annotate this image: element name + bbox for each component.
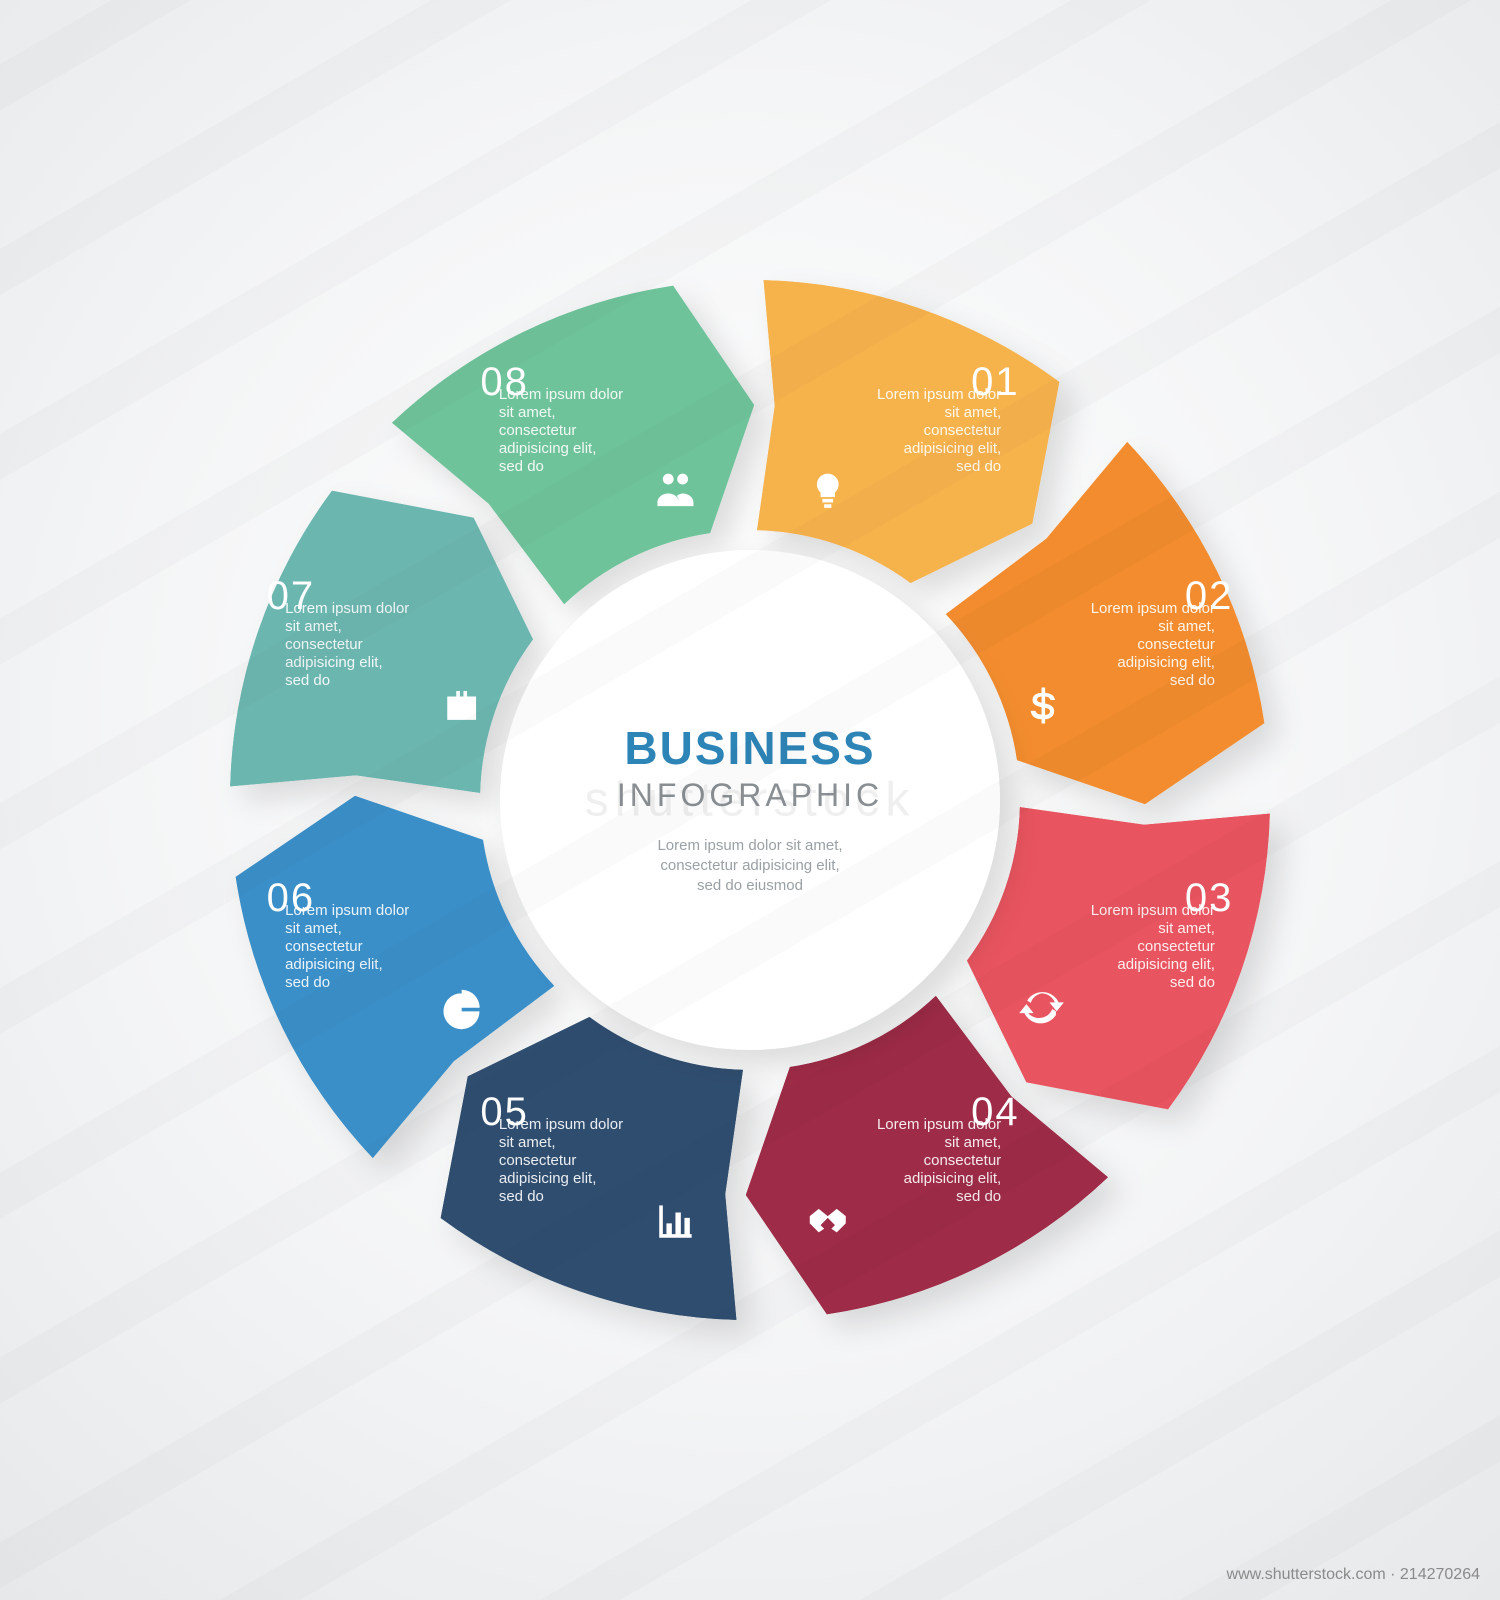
segment-body-line: Lorem ipsum dolor <box>1091 600 1215 617</box>
segment-body-line: sit amet, <box>944 404 1001 421</box>
watermark-image-id: 214270264 <box>1400 1566 1480 1583</box>
segment-body-line: adipisicing elit, <box>904 440 1002 457</box>
center-body-line2: consectetur adipisicing elit, <box>660 857 839 874</box>
center-title-line1: BUSINESS <box>624 722 875 774</box>
segment-body-line: sit amet, <box>1158 618 1215 635</box>
ring-svg: BUSINESS INFOGRAPHIC Lorem ipsum dolor s… <box>150 200 1350 1400</box>
segment-body-line: adipisicing elit, <box>285 956 383 973</box>
segment-body-line: Lorem ipsum dolor <box>285 902 409 919</box>
segment-body-line: sit amet, <box>1158 920 1215 937</box>
segment-body-line: adipisicing elit, <box>1117 654 1215 671</box>
watermark-credit: www.shutterstock.com · 214270264 <box>1227 1564 1480 1586</box>
center-title-line2: INFOGRAPHIC <box>617 777 883 813</box>
segment-body-line: consectetur <box>1137 636 1215 653</box>
segment-body-line: consectetur <box>1137 938 1215 955</box>
segment-05 <box>441 1017 743 1320</box>
segment-body-line: Lorem ipsum dolor <box>499 386 623 403</box>
segment-body-line: consectetur <box>924 422 1002 439</box>
segment-body-line: adipisicing elit, <box>285 654 383 671</box>
segment-body-line: Lorem ipsum dolor <box>877 1116 1001 1133</box>
segment-07 <box>230 491 533 793</box>
segment-body-line: sed do <box>285 672 330 689</box>
segment-body-line: consectetur <box>499 1152 577 1169</box>
segment-body-line: Lorem ipsum dolor <box>499 1116 623 1133</box>
segment-body-line: sed do <box>499 1188 544 1205</box>
segment-body-line: sed do <box>956 458 1001 475</box>
segment-body-line: sit amet, <box>499 404 556 421</box>
segment-body-line: adipisicing elit, <box>1117 956 1215 973</box>
segment-body-line: adipisicing elit, <box>499 440 597 457</box>
segment-body-line: sit amet, <box>499 1134 556 1151</box>
segment-body-line: consectetur <box>924 1152 1002 1169</box>
segment-body-line: adipisicing elit, <box>904 1170 1002 1187</box>
segment-body-line: consectetur <box>285 636 363 653</box>
segment-body-line: sed do <box>285 974 330 991</box>
center-body-line1: Lorem ipsum dolor sit amet, <box>657 837 842 854</box>
segment-body-line: Lorem ipsum dolor <box>877 386 1001 403</box>
segment-body-line: consectetur <box>285 938 363 955</box>
segment-body-line: sed do <box>1170 672 1215 689</box>
segment-body-line: sed do <box>956 1188 1001 1205</box>
segment-body-line: Lorem ipsum dolor <box>285 600 409 617</box>
infographic-stage: BUSINESS INFOGRAPHIC Lorem ipsum dolor s… <box>150 200 1350 1400</box>
segment-body-line: sit amet, <box>944 1134 1001 1151</box>
segment-body-line: sit amet, <box>285 920 342 937</box>
segment-body-line: sed do <box>499 458 544 475</box>
segment-01 <box>757 280 1059 583</box>
segment-body-line: consectetur <box>499 422 577 439</box>
segment-body-line: sit amet, <box>285 618 342 635</box>
center-body-line3: sed do eiusmod <box>697 877 803 894</box>
segment-body-line: adipisicing elit, <box>499 1170 597 1187</box>
segment-body-line: Lorem ipsum dolor <box>1091 902 1215 919</box>
watermark-url: www.shutterstock.com <box>1227 1566 1386 1583</box>
segment-body-line: sed do <box>1170 974 1215 991</box>
